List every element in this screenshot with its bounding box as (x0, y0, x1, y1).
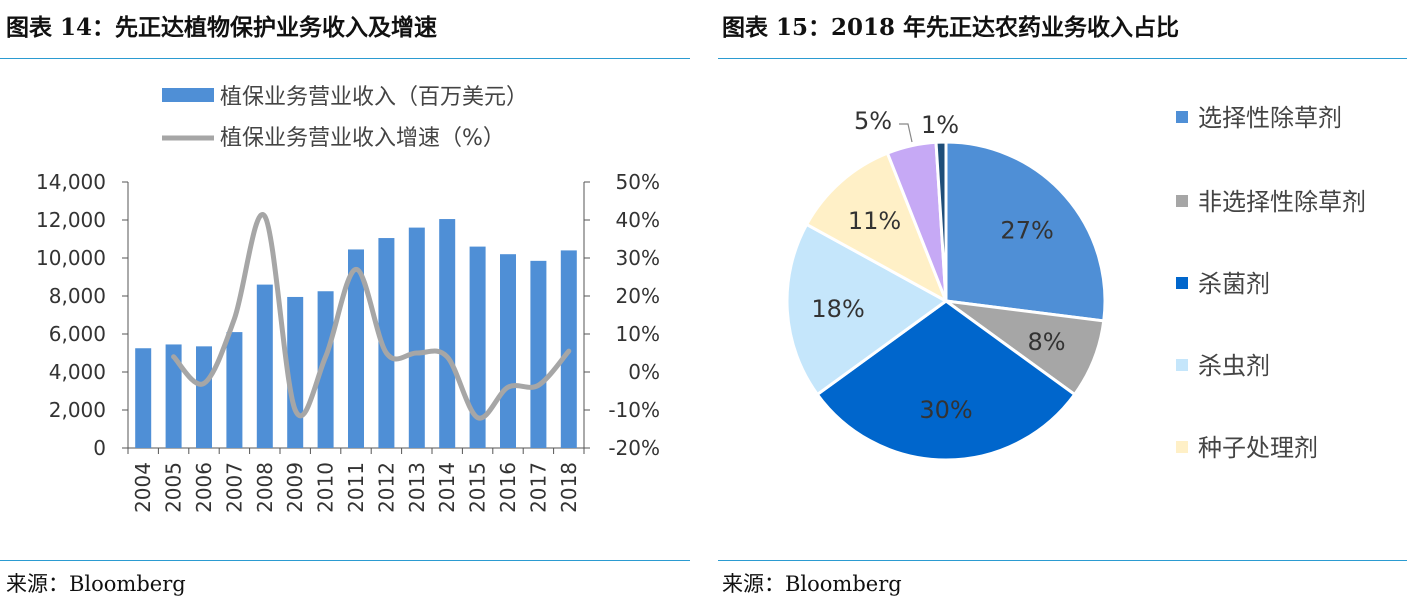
x-tick-label: 2010 (314, 462, 338, 513)
bar-2014 (439, 219, 456, 448)
bar-2009 (287, 296, 304, 448)
bar-2013 (408, 227, 425, 448)
pie-legend-swatch (1176, 277, 1188, 289)
pie-slice-6 (934, 140, 948, 302)
left-panel: 图表 14：先正达植物保护业务收入及增速 植保业务营业收入（百万美元） 植保业务营… (0, 0, 690, 601)
pie-legend-item: 种子处理剂 (1176, 432, 1376, 464)
bar-2011 (348, 249, 364, 448)
pie-legend-swatch (1176, 195, 1188, 207)
bar-2006 (196, 346, 212, 448)
y2-tick-label: 50% (616, 170, 660, 194)
pie-slice-2 (815, 299, 1077, 462)
combo-chart: 植保业务营业收入（百万美元） 植保业务营业收入增速（%） 0 2,000 4,000 6,… (36, 85, 660, 513)
bar-2012 (378, 238, 395, 448)
x-tick-label: 2016 (496, 462, 520, 513)
y-tick-label: 2,000 (49, 398, 106, 422)
pie-label-5: 5% (854, 107, 892, 135)
pie-leader-line (899, 123, 913, 143)
pie-legend-swatch (1176, 111, 1188, 123)
source-left: 来源：Bloomberg (6, 572, 186, 596)
legend-swatch-bar (162, 88, 214, 102)
y-tick-label: 14,000 (36, 170, 106, 194)
pie-label-3: 18% (811, 295, 864, 323)
pie-legend-label: 非选择性除草剂 (1198, 188, 1366, 216)
y2-tick-label: -10% (608, 398, 660, 422)
pie-label-2: 30% (919, 396, 972, 424)
legend-label-bar: 植保业务营业收入（百万美元） (220, 85, 528, 110)
bar-2004 (135, 348, 152, 448)
x-tick-label: 2018 (557, 462, 581, 513)
x-tick-label: 2005 (162, 462, 186, 513)
source-right: 来源：Bloomberg (722, 572, 902, 596)
title-divider-right (718, 58, 1407, 59)
y2-tick-label: 30% (616, 246, 660, 270)
bar-2008 (256, 284, 273, 448)
x-tick-label: 2014 (435, 462, 459, 513)
pie-legend-label: 选择性除草剂 (1198, 104, 1342, 132)
growth-line (171, 211, 572, 421)
x-tick-label: 2007 (222, 462, 246, 513)
x-tick-label: 2006 (192, 462, 216, 513)
pie-legend-label: 杀虫剂 (1198, 352, 1270, 380)
x-tick-label: 2013 (405, 462, 429, 513)
pie-legend-item: 杀菌剂 (1176, 268, 1376, 300)
pie-legend-item: 选择性除草剂 (1176, 102, 1376, 134)
pie-legend-swatch (1176, 441, 1188, 453)
pie-legend-label: 杀菌剂 (1198, 270, 1270, 298)
bar-2005 (165, 344, 182, 448)
y2-tick-label: -20% (608, 436, 660, 460)
y-tick-label: 4,000 (49, 360, 106, 384)
y-tick-label: 6,000 (49, 322, 106, 346)
bar-2007 (226, 332, 243, 448)
bar-2017 (530, 260, 547, 448)
x-tick-label: 2004 (131, 462, 155, 513)
pie-slice-4 (804, 151, 949, 305)
y2-tick-label: 10% (616, 322, 660, 346)
x-tick-label: 2017 (526, 462, 550, 513)
bar-2015 (469, 246, 486, 448)
x-tick-label: 2009 (283, 462, 307, 513)
x-tick-label: 2012 (374, 462, 398, 513)
pie-chart: 27% 8% 30% 18% 11% 5% 1% (785, 107, 1107, 462)
pie-label-6: 1% (921, 111, 959, 139)
title-divider-left (0, 58, 690, 59)
right-panel: 图表 15：2018 年先正达农药业务收入占比 27% 8% 30% 18% 11% 5%… (718, 0, 1407, 601)
pie-legend-swatch (1176, 359, 1188, 371)
y-tick-label: 0 (93, 436, 106, 460)
y-tick-label: 12,000 (36, 208, 106, 232)
x-tick-label: 2008 (253, 462, 277, 513)
y-tick-label: 8,000 (49, 284, 106, 308)
pie-legend-label: 种子处理剂 (1198, 434, 1318, 462)
y2-tick-label: 40% (616, 208, 660, 232)
legend-label-line: 植保业务营业收入增速（%） (220, 126, 505, 151)
pie-label-4: 11% (848, 207, 901, 235)
pie-slice-3 (785, 222, 949, 397)
pie-slice-0 (944, 140, 1107, 323)
x-tick-label: 2015 (466, 462, 490, 513)
chart-title-right: 图表 15：2018 年先正达农药业务收入占比 (722, 14, 1180, 41)
x-tick-label: 2011 (344, 462, 368, 513)
pie-legend-item: 非选择性除草剂 (1176, 186, 1376, 218)
bar-2010 (317, 291, 334, 448)
chart-title-left: 图表 14：先正达植物保护业务收入及增速 (6, 14, 438, 41)
pie-label-1: 8% (1027, 328, 1065, 356)
y2-tick-label: 0% (628, 360, 660, 384)
bar-2016 (500, 254, 516, 448)
footer-divider-left (0, 560, 690, 561)
y-tick-label: 10,000 (36, 246, 106, 270)
pie-legend-item: 杀虫剂 (1176, 350, 1376, 382)
footer-divider-right (718, 560, 1407, 561)
y2-tick-label: 20% (616, 284, 660, 308)
pie-label-0: 27% (1000, 216, 1053, 244)
